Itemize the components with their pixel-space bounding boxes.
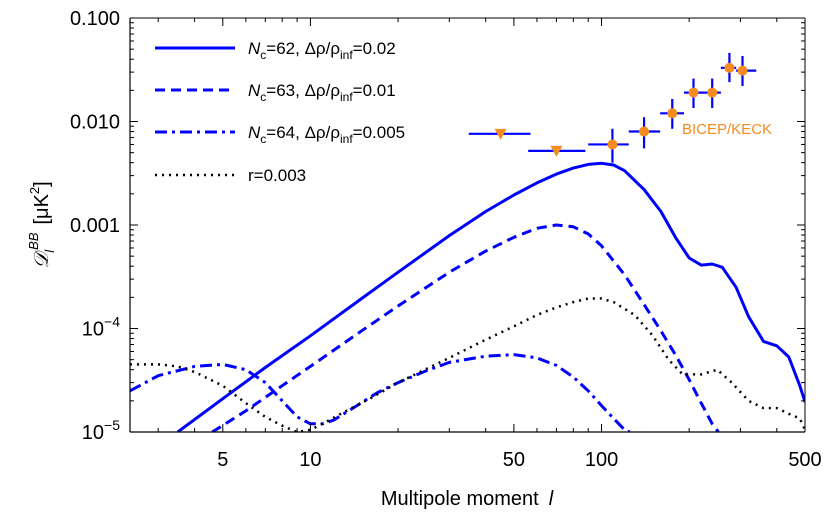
bicep-point-marker: [724, 62, 735, 73]
bicep-keck-data: [468, 52, 757, 163]
bicep-keck-label: BICEP/KECK: [682, 121, 772, 138]
legend-item-nc62: Nc=62, Δρ/ρinf=0.02: [155, 39, 396, 62]
x-tick-label: 10: [299, 449, 321, 471]
axis-ticks: 5 10 50 100 500 0.100 0.010 0.001 10−4 10−5: [70, 8, 822, 471]
bicep-point-marker: [667, 108, 678, 119]
y-tick-label: 0.010: [70, 112, 120, 134]
legend-item-nc63: Nc=63, Δρ/ρinf=0.01: [155, 81, 396, 104]
series-line-dashdot: [130, 353, 631, 432]
y-tick-label: 0.100: [70, 8, 120, 30]
series-line-dotted: [130, 297, 805, 432]
bicep-point-marker: [737, 65, 748, 76]
legend: Nc=62, Δρ/ρinf=0.02 Nc=63, Δρ/ρinf=0.01 …: [155, 39, 405, 185]
bicep-upper-limit-marker: [494, 128, 507, 140]
legend-item-nc64: Nc=64, Δρ/ρinf=0.005: [155, 123, 405, 146]
bicep-point-marker: [639, 126, 650, 137]
legend-label-nc64: Nc=64, Δρ/ρinf=0.005: [248, 123, 405, 146]
legend-label-r: r=0.003: [248, 166, 306, 185]
x-tick-label: 500: [788, 449, 821, 471]
legend-item-r: r=0.003: [155, 166, 306, 185]
legend-label-nc62: Nc=62, Δρ/ρinf=0.02: [248, 39, 396, 62]
series-layer: [130, 161, 805, 432]
x-tick-label: 50: [503, 449, 525, 471]
series-line-solid: [176, 161, 805, 432]
y-axis-title: 𝒟lBB[μK2]: [26, 181, 57, 268]
bicep-point-marker: [688, 87, 699, 98]
y-tick-label: 10−4: [82, 314, 120, 341]
bicep-point-marker: [607, 139, 618, 150]
y-tick-label: 10−5: [82, 417, 120, 444]
bicep-upper-limit-marker: [550, 145, 563, 157]
x-axis-title: Multipole moment l: [381, 488, 554, 510]
x-tick-label: 5: [217, 449, 228, 471]
y-tick-label: 0.001: [70, 215, 120, 237]
legend-label-nc63: Nc=63, Δρ/ρinf=0.01: [248, 81, 396, 104]
series-line-dashed: [211, 223, 720, 432]
x-tick-label: 100: [585, 449, 618, 471]
bicep-point-marker: [707, 87, 718, 98]
